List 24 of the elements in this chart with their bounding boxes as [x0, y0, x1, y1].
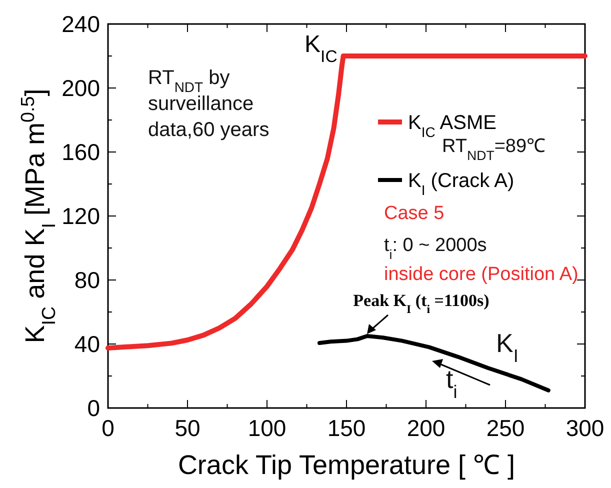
y-tick-label: 0 — [87, 395, 100, 421]
x-tick-label: 50 — [174, 415, 200, 441]
y-tick-label: 40 — [74, 331, 100, 357]
y-tick-label: 120 — [62, 203, 100, 229]
legend-label: K$_{I}$ (Crack A) — [408, 170, 514, 198]
annotation: inside core (Position A) — [384, 264, 578, 285]
annotation: RT$_{NDT}$ by surveillance data,60 years — [148, 67, 270, 141]
annotation: t$_{i}$: 0 ~ 2000s — [384, 235, 487, 262]
x-tick-label: 300 — [566, 415, 604, 441]
y-tick-label: 80 — [74, 267, 100, 293]
annotation: t$_{i}$ — [446, 364, 458, 402]
x-tick-label: 200 — [406, 415, 446, 441]
y-tick-label: 240 — [62, 11, 100, 37]
y-tick-label: 160 — [62, 139, 100, 165]
annotation: Case 5 — [384, 203, 444, 224]
x-tick-label: 250 — [486, 415, 525, 441]
annotation: K$_{IC}$ — [304, 31, 338, 66]
x-tick-label: 100 — [248, 415, 286, 441]
x-axis-title: Crack Tip Temperature [ ℃ ] — [178, 450, 516, 480]
annotation: K$_{I}$ — [496, 328, 518, 366]
line-series — [317, 334, 550, 392]
y-tick-label: 200 — [62, 75, 100, 101]
x-tick-label: 150 — [327, 415, 366, 441]
annotation: Peak K$_{I}$ (t$_{i}$ =1100s) — [353, 291, 490, 316]
